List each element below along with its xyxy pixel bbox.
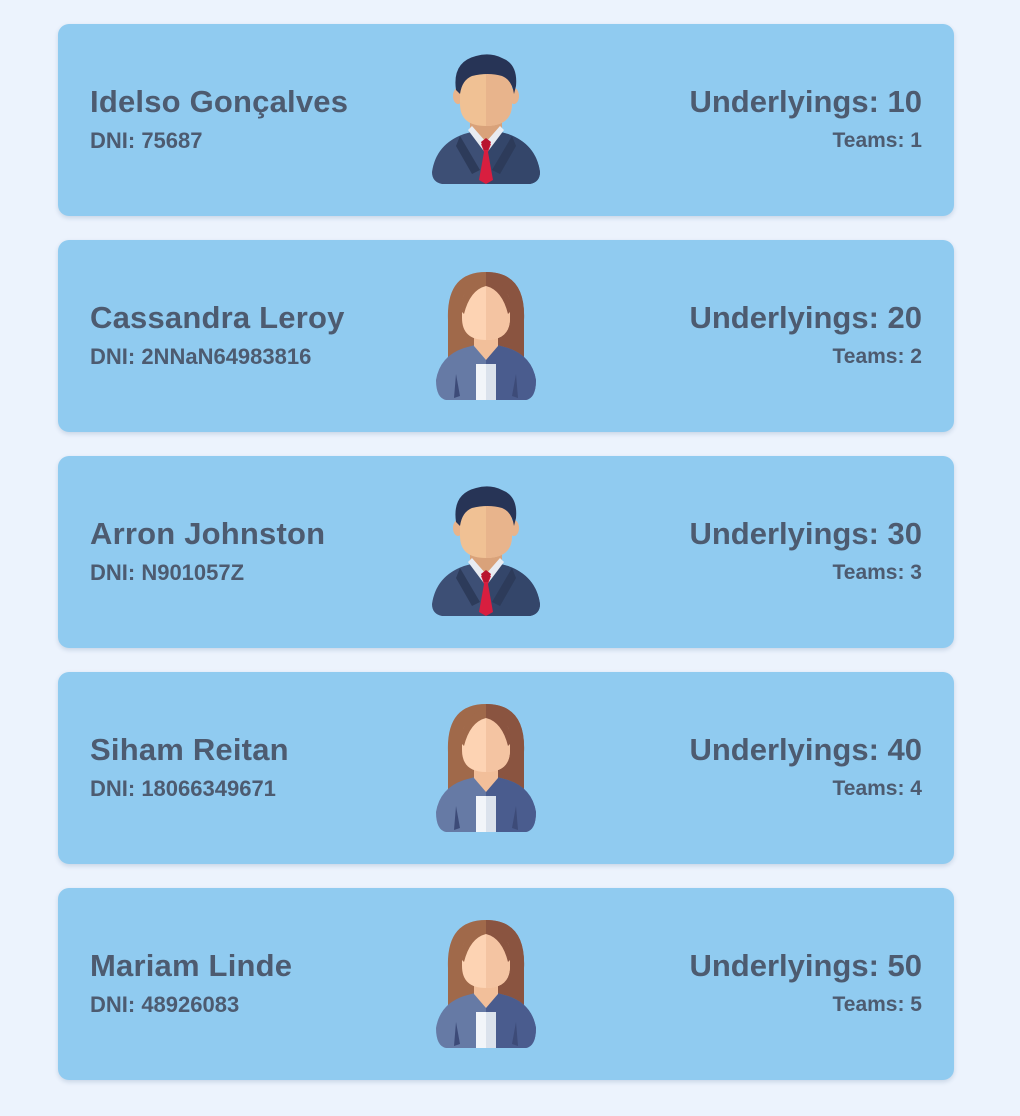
person-name: Idelso Gonçalves bbox=[90, 84, 349, 119]
person-dni: DNI: 48926083 bbox=[90, 992, 240, 1017]
person-dni: DNI: N901057Z bbox=[90, 560, 245, 585]
person-name: Arron Johnston bbox=[90, 516, 326, 551]
teams-count: Teams: 2 bbox=[832, 345, 923, 368]
teams-count: Teams: 5 bbox=[832, 993, 923, 1016]
person-dni: DNI: 18066349671 bbox=[90, 776, 276, 801]
person-dni: DNI: 2NNaN64983816 bbox=[90, 344, 312, 369]
person-stats: Underlyings: 50 Teams: 5 bbox=[689, 946, 922, 1020]
person-card[interactable]: Arron Johnston DNI: N901057Z Underlyings:… bbox=[58, 456, 954, 648]
underlyings-count: Underlyings: 10 bbox=[689, 84, 922, 119]
person-info: Siham Reitan DNI: 18066349671 bbox=[90, 730, 289, 804]
teams-count: Teams: 4 bbox=[832, 777, 923, 800]
person-dni: DNI: 75687 bbox=[90, 128, 203, 153]
person-stats: Underlyings: 30 Teams: 3 bbox=[689, 514, 922, 588]
person-stats: Underlyings: 20 Teams: 2 bbox=[689, 298, 922, 372]
person-name: Mariam Linde bbox=[90, 948, 293, 983]
person-stats: Underlyings: 40 Teams: 4 bbox=[689, 730, 922, 804]
female-businesswoman-icon bbox=[430, 270, 542, 400]
underlyings-count: Underlyings: 20 bbox=[689, 300, 922, 335]
person-info: Arron Johnston DNI: N901057Z bbox=[90, 514, 325, 588]
teams-count: Teams: 3 bbox=[832, 561, 923, 584]
person-name: Cassandra Leroy bbox=[90, 300, 345, 335]
person-stats: Underlyings: 10 Teams: 1 bbox=[689, 82, 922, 156]
person-card[interactable]: Siham Reitan DNI: 18066349671 Underlyings… bbox=[58, 672, 954, 864]
underlyings-count: Underlyings: 40 bbox=[689, 732, 922, 767]
people-list: Idelso Gonçalves DNI: 75687 Underlyings: … bbox=[58, 24, 954, 1104]
female-businesswoman-icon bbox=[430, 918, 542, 1048]
person-info: Mariam Linde DNI: 48926083 bbox=[90, 946, 292, 1020]
person-info: Idelso Gonçalves DNI: 75687 bbox=[90, 82, 348, 156]
person-info: Cassandra Leroy DNI: 2NNaN64983816 bbox=[90, 298, 345, 372]
person-card[interactable]: Cassandra Leroy DNI: 2NNaN64983816 Underl… bbox=[58, 240, 954, 432]
male-businessman-icon bbox=[430, 486, 542, 616]
person-card[interactable]: Mariam Linde DNI: 48926083 Underlyings: 5… bbox=[58, 888, 954, 1080]
male-businessman-icon bbox=[430, 54, 542, 184]
teams-count: Teams: 1 bbox=[832, 129, 923, 152]
person-name: Siham Reitan bbox=[90, 732, 289, 767]
person-card[interactable]: Idelso Gonçalves DNI: 75687 Underlyings: … bbox=[58, 24, 954, 216]
underlyings-count: Underlyings: 30 bbox=[689, 516, 922, 551]
female-businesswoman-icon bbox=[430, 702, 542, 832]
underlyings-count: Underlyings: 50 bbox=[689, 948, 922, 983]
